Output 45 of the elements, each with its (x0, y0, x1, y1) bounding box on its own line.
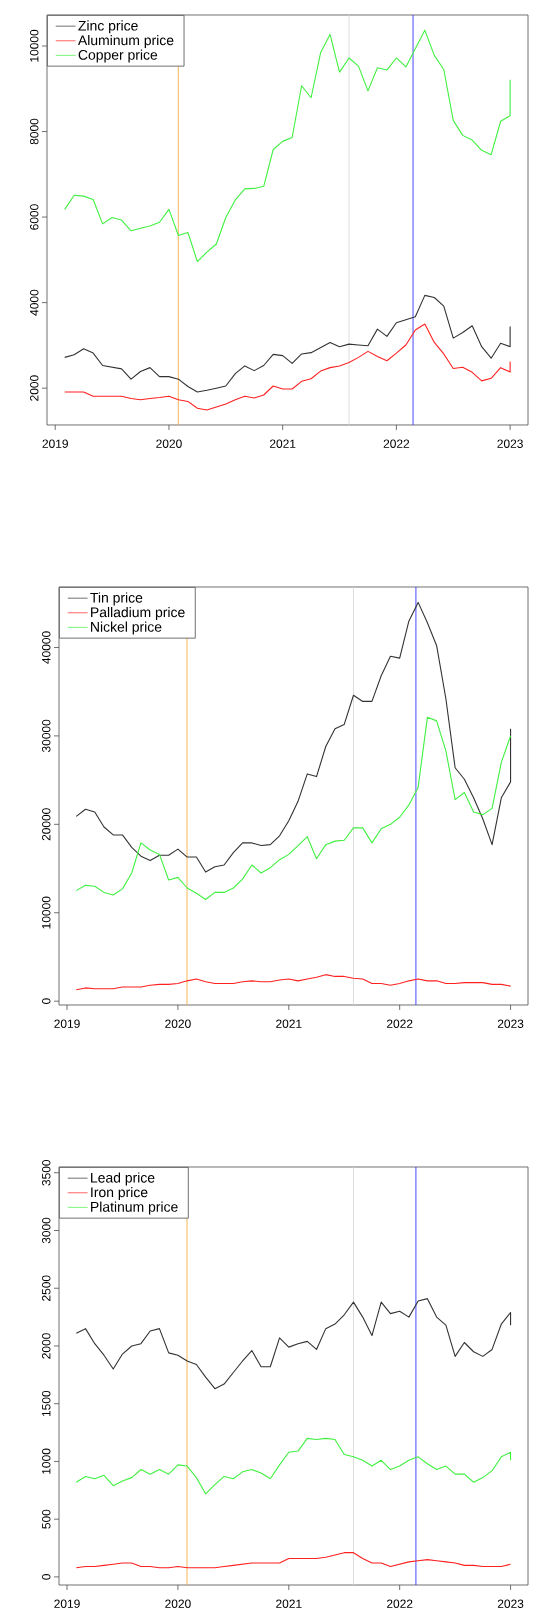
legend-label: Copper price (78, 49, 158, 63)
y-tick-label: 8000 (30, 118, 39, 145)
legend-label: Aluminum price (77, 34, 174, 48)
x-tick-label: 2021 (269, 439, 296, 448)
legend-label: Nickel price (91, 621, 162, 635)
y-tick-label: 0 (42, 1574, 51, 1580)
line-series (75, 1298, 512, 1390)
y-tick-label: 10000 (30, 29, 39, 62)
y-tick-label: 1500 (42, 1390, 51, 1417)
legend-label: Tin price (90, 592, 143, 606)
y-tick-label: 1000 (42, 1448, 51, 1474)
line-series (75, 716, 512, 901)
x-tick-label: 2023 (497, 1599, 524, 1608)
x-tick-label: 2023 (497, 1019, 524, 1028)
y-tick-label: 40000 (42, 631, 51, 664)
x-tick-label: 2021 (276, 1019, 302, 1028)
y-tick-label: 30000 (42, 719, 51, 753)
legend-label: Zinc price (78, 20, 138, 34)
legend-label: Palladium price (91, 606, 185, 620)
y-tick-label: 2000 (30, 375, 39, 401)
legend-label: Iron price (91, 1186, 148, 1200)
y-tick-label: 2000 (42, 1333, 51, 1359)
x-tick-label: 2023 (497, 439, 523, 448)
legend-label: Platinum price (91, 1201, 178, 1215)
line-series (75, 1437, 512, 1495)
x-tick-label: 2019 (54, 1019, 80, 1028)
x-tick-label: 2020 (165, 1599, 191, 1608)
y-tick-label: 6000 (30, 204, 39, 230)
x-tick-label: 2021 (276, 1599, 302, 1608)
y-tick-label: 2500 (42, 1275, 51, 1301)
x-tick-label: 2022 (386, 1019, 413, 1028)
y-tick-label: 4000 (30, 289, 39, 316)
x-tick-label: 2022 (383, 439, 410, 448)
legend-label: Lead price (91, 1172, 155, 1186)
x-tick-label: 2022 (386, 1599, 413, 1608)
y-tick-label: 3000 (42, 1217, 51, 1244)
x-tick-label: 2020 (165, 1019, 191, 1028)
x-tick-label: 2019 (42, 439, 68, 448)
y-tick-label: 20000 (42, 808, 51, 841)
y-tick-label: 10000 (42, 896, 51, 929)
y-tick-label: 500 (42, 1509, 51, 1529)
x-tick-label: 2019 (54, 1599, 80, 1608)
y-tick-label: 3500 (42, 1159, 51, 1186)
y-tick-label: 0 (42, 998, 51, 1005)
x-tick-label: 2020 (156, 439, 182, 448)
